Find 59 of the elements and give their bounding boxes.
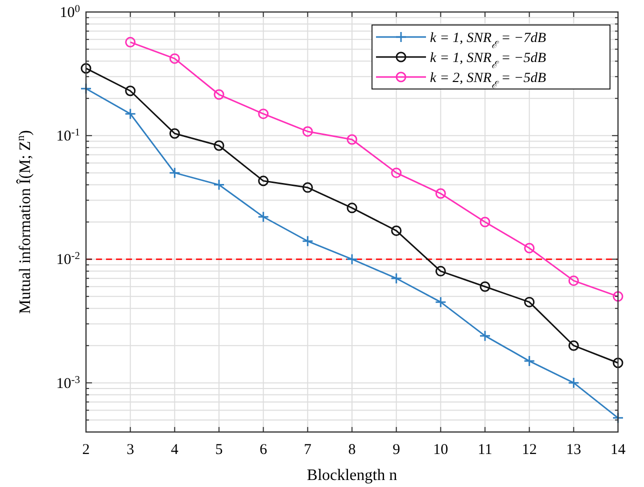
x-tick-label: 5 (215, 442, 223, 458)
point (568, 377, 580, 389)
x-tick-label: 4 (170, 442, 179, 458)
point (213, 179, 225, 191)
point (568, 275, 579, 286)
point (168, 167, 180, 179)
point (80, 82, 92, 94)
point (346, 202, 358, 214)
point (391, 168, 402, 178)
point (568, 340, 579, 351)
y-tick-label: 10$^{-2}$ (56, 250, 80, 268)
point (480, 281, 490, 292)
point (258, 108, 269, 120)
point (480, 216, 490, 228)
x-axis-title: Blocklength n (306, 467, 398, 484)
point (435, 188, 446, 199)
point (524, 296, 535, 308)
point (612, 358, 624, 368)
point (612, 291, 624, 302)
legend-label: k = 2, SNR$_{ℰ}$ = −5dB (430, 71, 546, 90)
point (390, 272, 402, 284)
legend-label: k = 1, SNR$_{ℰ}$ = −7dB (430, 31, 546, 50)
point (125, 86, 136, 96)
point (391, 225, 402, 236)
x-tick-label: 11 (478, 442, 492, 458)
x-tick-label: 10 (433, 442, 448, 458)
legend-label: k = 1, SNR$_{ℰ}$ = −5dB (430, 51, 546, 70)
y-tick-label: 10$^{0}$ (60, 4, 80, 21)
point (524, 242, 535, 254)
point (302, 182, 313, 193)
point (346, 253, 358, 265)
x-tick-label: 6 (260, 442, 268, 458)
point (302, 126, 313, 137)
point (125, 36, 136, 48)
point (302, 235, 314, 247)
point (612, 412, 624, 424)
x-tick-label: 9 (392, 442, 400, 458)
x-tick-label: 12 (522, 442, 537, 458)
point (169, 53, 180, 64)
x-tick-label: 13 (566, 442, 582, 458)
point (435, 266, 446, 276)
point (80, 63, 92, 74)
point (479, 330, 491, 342)
point (214, 140, 224, 151)
point (346, 134, 358, 145)
point (524, 355, 536, 367)
x-tick-label: 14 (610, 442, 626, 458)
point (214, 89, 224, 100)
x-tick-label: 2 (82, 442, 90, 458)
x-tick-label: 8 (348, 442, 356, 458)
point (434, 296, 446, 308)
y-tick-label: 10$^{-3}$ (56, 374, 80, 392)
x-tick-label: 7 (304, 442, 312, 458)
point (124, 108, 136, 120)
point (258, 211, 270, 223)
point (258, 176, 269, 186)
point (169, 128, 180, 139)
y-tick-label: 10$^{-1}$ (56, 127, 80, 145)
x-tick-label: 3 (126, 442, 134, 458)
